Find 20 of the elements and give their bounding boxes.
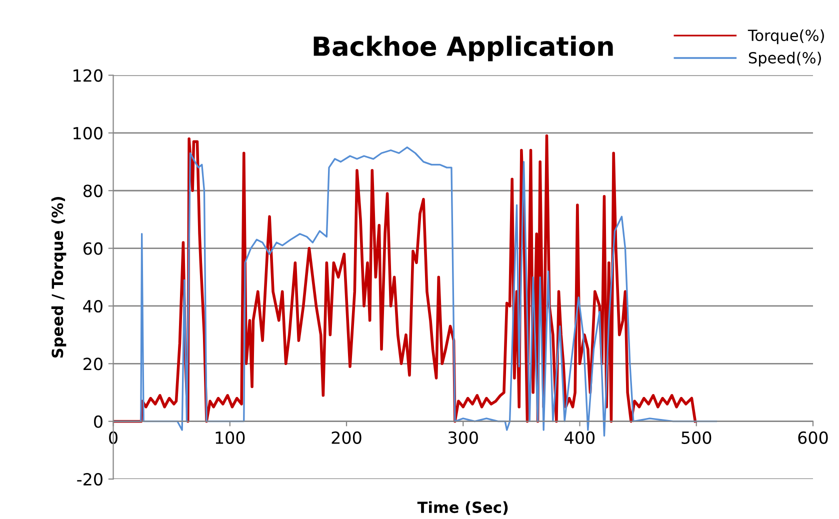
- x-tick-label: 400: [564, 431, 595, 444]
- legend-label: Speed(%): [748, 52, 821, 67]
- x-tick-label: 100: [216, 431, 245, 444]
- y-tick-label: 40: [83, 300, 102, 313]
- y-tick-label: 0: [94, 415, 102, 428]
- y-tick-label: -20: [77, 473, 102, 486]
- y-tick-label: 60: [84, 242, 102, 255]
- y-axis-title: Speed / Torque (%): [51, 196, 66, 358]
- x-tick-label: 500: [682, 431, 712, 444]
- y-tick-label: 20: [84, 358, 102, 370]
- y-tick-label: 100: [74, 126, 102, 140]
- legend-label: Torque(%): [748, 29, 824, 44]
- y-tick-label: 120: [74, 69, 102, 82]
- x-tick-label: 300: [448, 431, 478, 444]
- x-axis-title: Time (Sec): [417, 501, 508, 515]
- x-tick-label: 200: [332, 431, 362, 444]
- x-tick-label: 600: [798, 431, 828, 444]
- x-tick-label: 0: [109, 431, 118, 444]
- y-tick-label: 80: [83, 184, 102, 198]
- chart-title: Backhoe Application: [314, 36, 613, 62]
